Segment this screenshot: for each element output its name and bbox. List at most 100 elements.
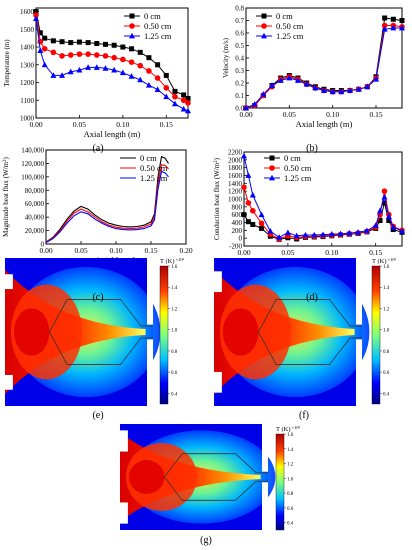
data-point [260,91,267,97]
data-point [37,30,43,36]
y-tick-label: 0 [239,235,243,243]
data-point [154,75,161,81]
data-point [50,38,56,44]
data-point [245,172,252,178]
data-point [355,229,362,235]
data-point [59,72,66,78]
data-point [399,227,405,234]
data-point [302,231,309,238]
inlet-notch [119,430,128,452]
y-tick-label: 0.3 [235,67,244,75]
legend-label: 0.50 cm [144,21,172,31]
data-point [381,22,388,29]
colorbar-tick-label: 0.8 [383,350,390,355]
legend-marker [129,13,135,19]
data-point [41,61,48,68]
y-tick-label: 0.0 [235,105,244,113]
y-tick-label: 100,000 [21,173,44,181]
y-tick-label: 0 [41,241,45,249]
data-point [180,105,187,112]
colorbar-tick-label: 0.6 [287,507,294,512]
colorbar-tick-label: 1.2 [287,463,294,468]
data-point [311,231,318,238]
y-tick-label: 1500 [20,26,35,34]
y-tick-label: 0.2 [235,80,244,88]
data-point [338,88,345,95]
y-tick-label: 2200 [228,149,243,157]
data-point [59,53,65,59]
data-point [146,55,152,61]
data-point [355,86,362,92]
y-tick-label: 60,000 [25,200,45,208]
inlet-notch [213,371,222,393]
data-point [321,87,327,93]
data-point [172,88,178,94]
data-point [284,229,291,236]
legend-marker [269,165,275,171]
data-point [94,40,100,46]
data-point [364,83,371,90]
colorbar-tick-label: 0.8 [171,350,178,355]
y-tick-label: 80,000 [25,187,45,195]
x-tick-label: 0.00 [39,246,52,255]
legend-marker [261,23,267,29]
colorbar-tick-label: 0.4 [287,522,294,527]
x-tick-label: 0.10 [116,120,129,129]
colorbar [159,265,169,405]
legend-marker [269,174,275,181]
data-point [267,227,274,234]
chart-1: 0.00 0.05 0.10 0.15 0.0 0.1 0.2 0.3 0.4 0.5 0.6 0.7… [222,5,405,129]
legend-label: 1.25 cm [284,173,312,183]
data-point [241,184,247,191]
data-point [295,77,301,83]
inlet-notch [4,374,13,390]
data-point [146,68,152,74]
heatmap-0: T (K) ×10³ 0.4 0.6 0.8 1.0 1.2 1.4 1.6 [4,257,185,406]
panel-label-d: (d) [306,292,318,303]
legend-label: 0 cm [284,153,301,163]
inlet-notch [4,274,13,290]
data-point [111,66,118,73]
data-point [33,9,39,15]
data-point [172,93,178,100]
colorbar-title: T (K) ×10³ [160,257,185,266]
data-point [111,54,117,61]
data-point [185,100,191,106]
colorbar [275,433,285,531]
data-point [42,35,48,41]
data-point [128,59,135,65]
colorbar-tick-label: 0.6 [383,371,390,376]
legend-label: 1.25 cm [144,31,172,41]
plot-frame [35,7,189,119]
chart-2: 0.00 0.05 0.10 0.15 0.20 0 20,000 40,000 60,000 8… [2,147,193,266]
data-point [93,64,100,70]
data-point [76,66,83,73]
x-tick-label: 0.15 [144,246,157,255]
panel-label-e: (e) [92,410,103,421]
data-point [68,40,74,46]
data-point [102,41,108,47]
legend-marker [129,32,135,39]
data-point [390,24,397,31]
x-axis-label: Axial length (m) [296,119,353,129]
data-point [120,56,126,63]
data-point [41,46,48,52]
data-point [259,225,265,231]
y-tick-label: 1800 [228,164,243,172]
data-point [102,65,109,71]
data-point [76,51,83,57]
legend-label: 0 cm [144,11,161,21]
x-tick-label: 0.00 [239,110,252,119]
data-point [346,229,353,236]
colorbar-tick-label: 1.6 [287,433,294,438]
data-point [67,68,74,75]
y-tick-label: 0.5 [235,42,244,50]
x-tick-label: 0.15 [160,120,173,129]
colorbar-tick-label: 1.4 [383,286,390,291]
x-tick-label: 0.10 [325,248,338,257]
data-point [329,88,336,95]
data-point [381,26,388,32]
data-point [243,104,249,111]
y-tick-label: 0.1 [235,92,244,100]
